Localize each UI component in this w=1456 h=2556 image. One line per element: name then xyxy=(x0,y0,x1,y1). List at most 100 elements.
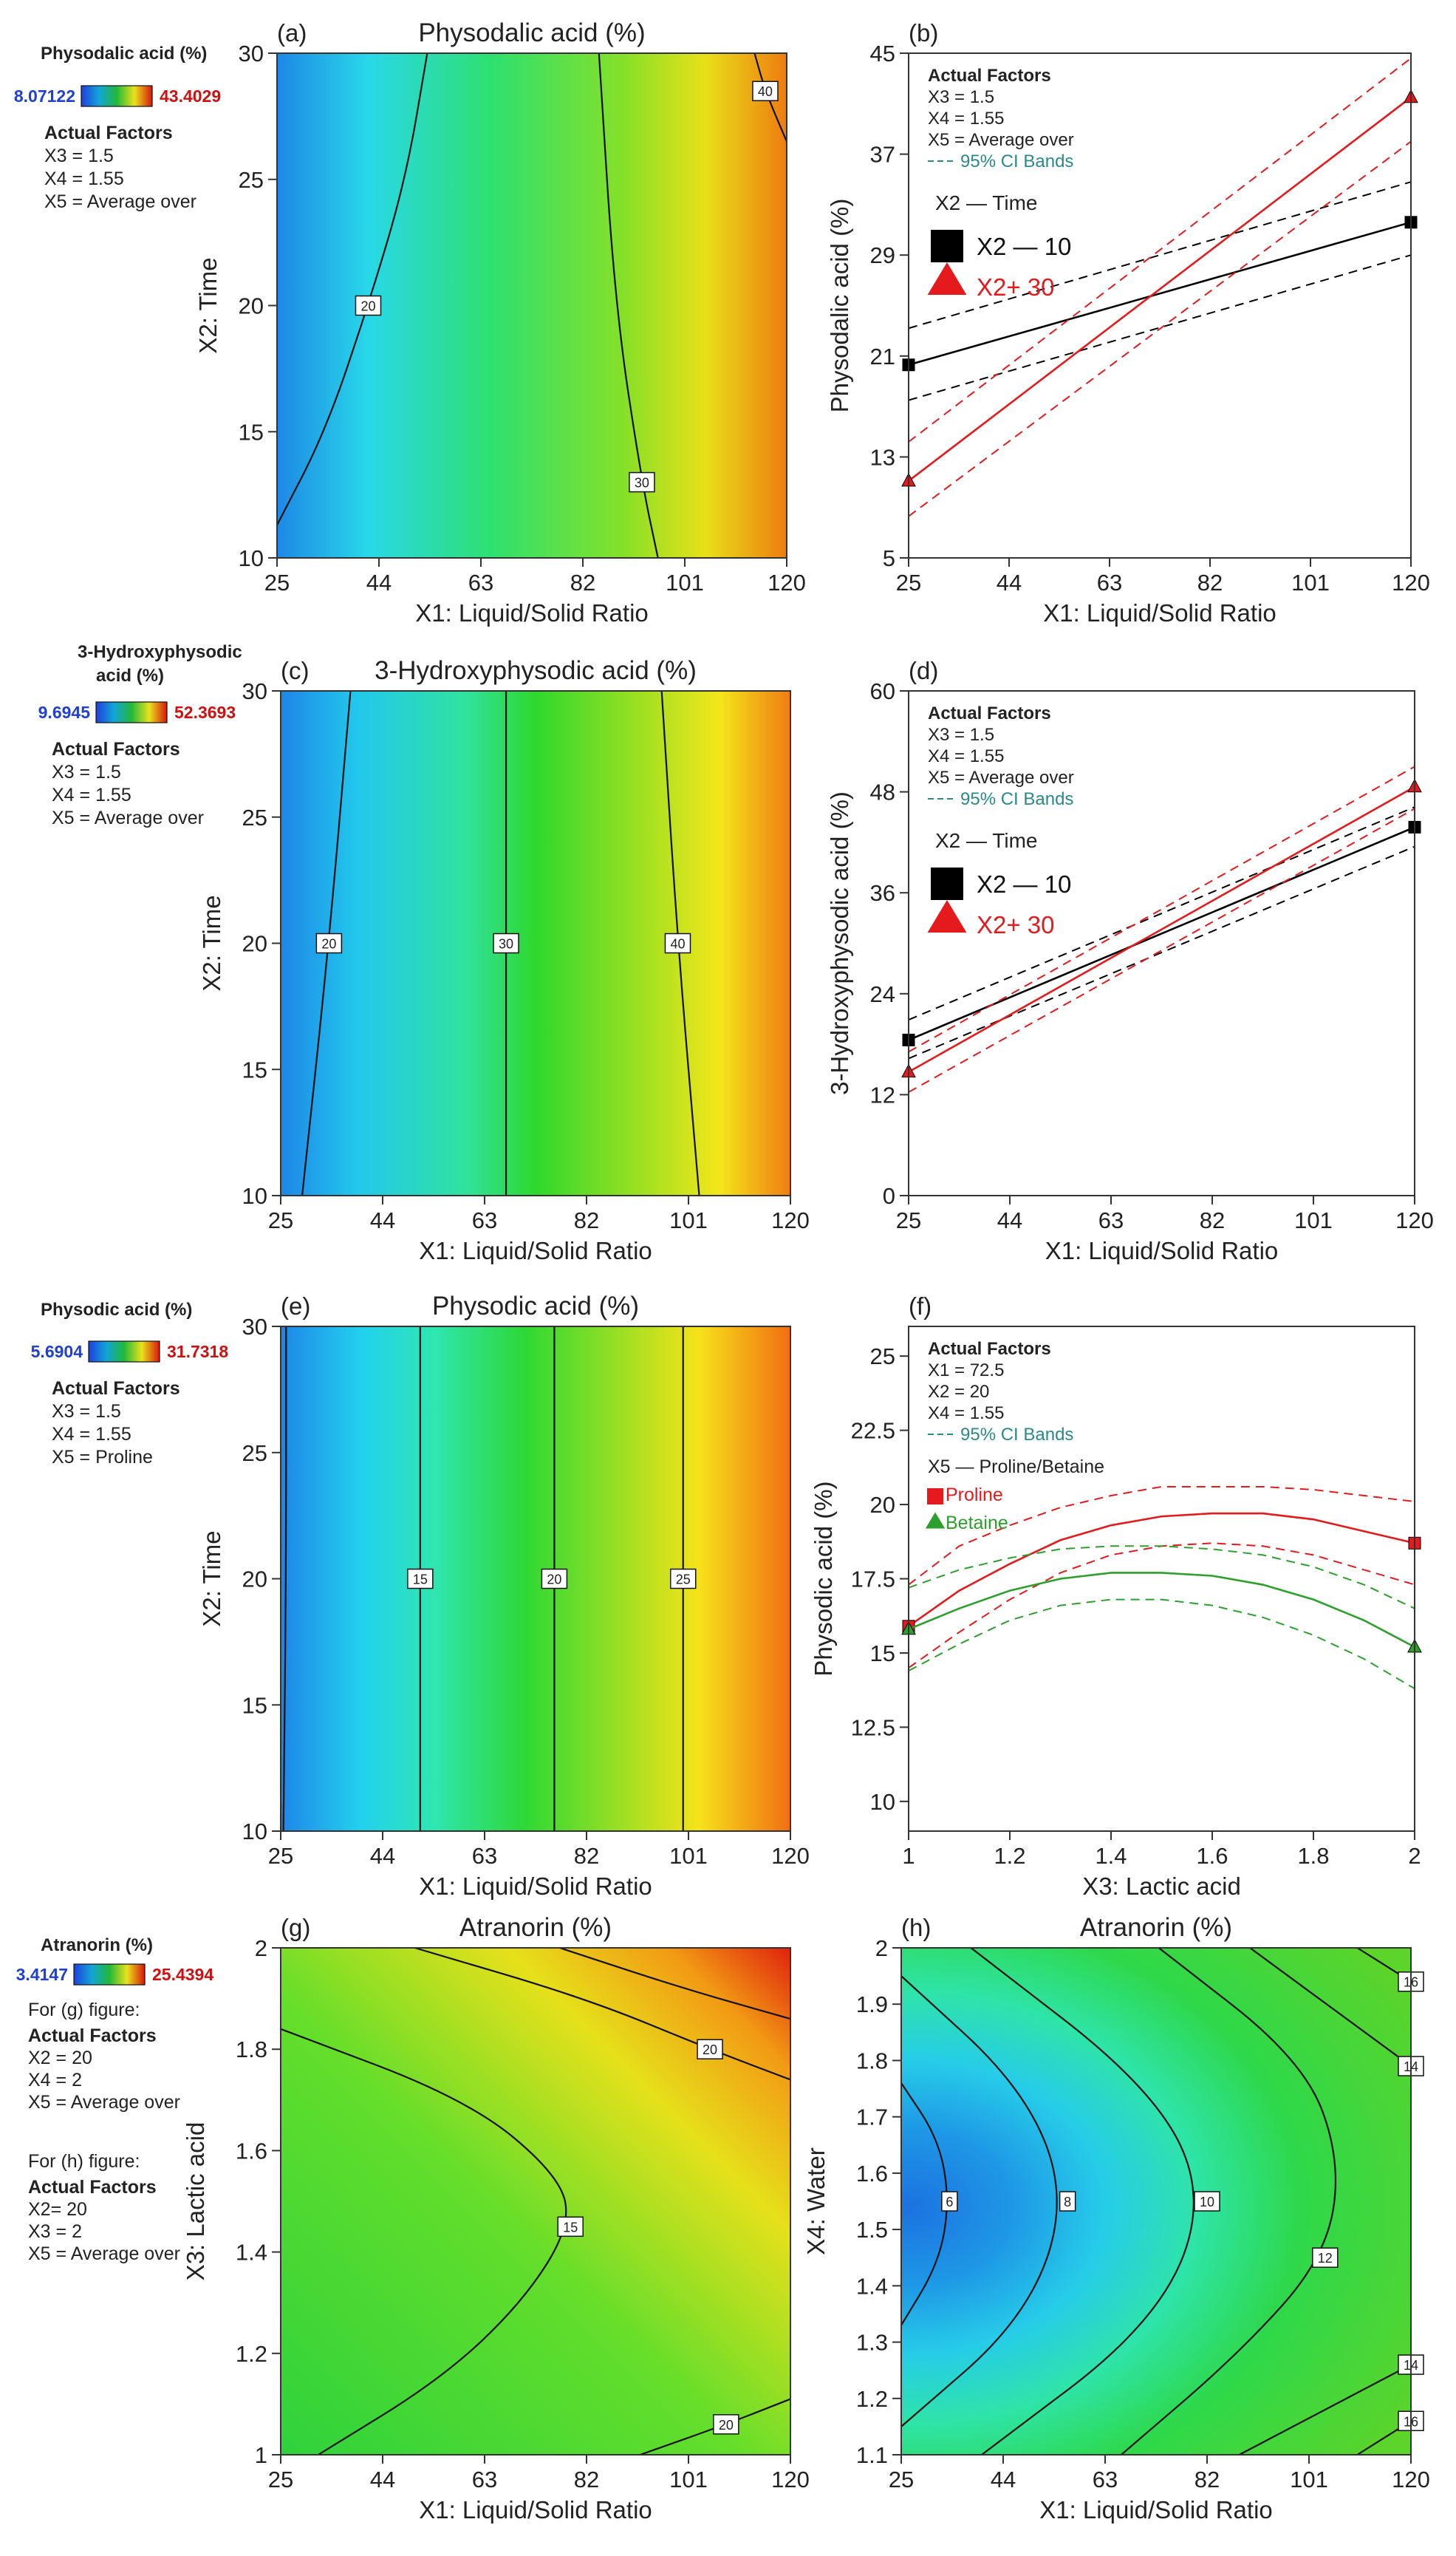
panel-g: 20 15 20 25 44 63 82 101 120 1 1.2 1.4 1.6 1.8 2 X1: Li… xyxy=(16,1913,810,2523)
factor-item: X5 = Average over xyxy=(928,130,1074,150)
colorbar-min: 9.6945 xyxy=(38,703,91,722)
factors-title: Actual Factors xyxy=(928,1339,1051,1359)
x-tick-label: 120 xyxy=(1395,1207,1434,1233)
y-tick-label: 48 xyxy=(870,780,895,805)
factor-item: X5 = Average over xyxy=(28,2243,180,2264)
x-tick-label: 1 xyxy=(902,1843,915,1869)
contour-label-box xyxy=(629,471,655,493)
contour-line xyxy=(900,1975,1058,2427)
x-tick-label: 82 xyxy=(570,570,595,596)
y-tick-label: 15 xyxy=(870,1640,895,1666)
panel-f: 1 1.2 1.4 1.6 1.8 2 10 12.5 15 17.5 20 22.5 25 X3: La… xyxy=(810,1292,1422,1900)
y-tick-label: 12.5 xyxy=(851,1714,895,1740)
y-tick-label: 2 xyxy=(255,1935,267,1961)
y-tick-label: 1.9 xyxy=(856,1991,888,2017)
contour-label-box xyxy=(713,2414,739,2435)
y-tick-label: 20 xyxy=(242,931,267,957)
y-tick-label: 20 xyxy=(242,1567,267,1592)
y-tick-label: 22.5 xyxy=(851,1418,895,1444)
contour-fill xyxy=(901,1948,1411,2455)
contour-label-box xyxy=(752,81,779,101)
series-line xyxy=(908,1512,1415,1627)
x-tick-label: 44 xyxy=(370,1843,395,1869)
y-axis-label: 3-Hydroxyphysodic acid (%) xyxy=(826,791,853,1095)
x-tick-label: 101 xyxy=(669,1843,708,1869)
y-tick-label: 10 xyxy=(242,1183,267,1209)
x-tick-label: 82 xyxy=(1200,1207,1225,1233)
series-line xyxy=(908,1572,1415,1649)
ci-band-upper xyxy=(908,1545,1415,1609)
panel-title: Physodalic acid (%) xyxy=(418,18,645,47)
contour-label: 20 xyxy=(360,299,375,314)
y-tick-label: 1.8 xyxy=(856,2048,888,2073)
panel-title: Atranorin (%) xyxy=(459,1913,612,1942)
x-tick-label: 44 xyxy=(370,2467,395,2492)
factors-title: Actual Factors xyxy=(928,66,1051,86)
legend-series-label: X2+ 30 xyxy=(977,273,1055,301)
y-tick-label: 45 xyxy=(870,41,895,67)
panel-c: 20 30 40 25 44 63 82 101 120 10 15 20 25 30 X1: Liquid… xyxy=(38,642,810,1264)
y-tick-label: 10 xyxy=(870,1789,895,1815)
y-tick-label: 25 xyxy=(870,1343,895,1369)
y-tick-label: 0 xyxy=(883,1183,895,1209)
factor-item: X5 = Average over xyxy=(44,191,196,212)
legend-triangle xyxy=(927,900,967,933)
x-tick-label: 120 xyxy=(771,1843,810,1869)
factor-item: X3 = 1.5 xyxy=(928,87,994,107)
x-tick-label: 25 xyxy=(896,1207,921,1233)
panel-tag: (e) xyxy=(281,1292,310,1320)
factors-title: Actual Factors xyxy=(52,1378,180,1399)
legend-series-label: Proline xyxy=(946,1485,1003,1505)
x-axis-label: X1: Liquid/Solid Ratio xyxy=(419,1237,652,1264)
x-tick-label: 44 xyxy=(997,1207,1022,1233)
colorbar-legend: Atranorin (%) 3.4147 25.4394 For (g) figure… xyxy=(16,1935,214,2264)
note-heading: For (h) figure: xyxy=(28,2151,140,2172)
x-tick-label: 63 xyxy=(472,1843,497,1869)
y-tick-label: 30 xyxy=(242,678,267,704)
y-tick-label: 30 xyxy=(239,41,264,67)
contour-label-box xyxy=(355,295,382,316)
x-tick-label: 44 xyxy=(991,2467,1016,2492)
y-tick-label: 20 xyxy=(870,1492,895,1518)
panel-title: Atranorin (%) xyxy=(1080,1913,1232,1942)
y-tick-label: 30 xyxy=(242,1314,267,1340)
x-tick-label: 1.4 xyxy=(1095,1843,1127,1869)
plot-frame xyxy=(908,690,1415,1196)
x-tick-label: 101 xyxy=(666,570,704,596)
y-axis-label: X2: Time xyxy=(198,895,225,991)
x-tick-label: 82 xyxy=(1194,2467,1220,2492)
y-tick-label: 20 xyxy=(239,293,264,319)
y-tick-label: 15 xyxy=(239,419,264,445)
panel-title: 3-Hydroxyphysodic acid (%) xyxy=(375,656,697,685)
x-axis-label: X1: Liquid/Solid Ratio xyxy=(415,599,649,627)
contour-label: 15 xyxy=(563,2220,578,2235)
y-axis-label: X2: Time xyxy=(194,257,222,353)
group-title: X5 — Proline/Betaine xyxy=(928,1456,1104,1477)
colorbar-title: Physodic acid (%) xyxy=(41,1300,192,1320)
contour-label: 30 xyxy=(499,937,513,952)
y-axis-label: X2: Time xyxy=(198,1530,225,1626)
ci-band-upper xyxy=(908,58,1412,443)
colorbar-gradient xyxy=(95,701,168,723)
y-tick-label: 25 xyxy=(242,805,267,831)
contour-label-box xyxy=(493,933,519,954)
ci-band-lower xyxy=(908,845,1415,1060)
ci-band-upper xyxy=(908,766,1415,1053)
factor-item: X2 = 20 xyxy=(28,2048,92,2068)
x-tick-label: 63 xyxy=(472,2467,497,2492)
y-tick-label: 60 xyxy=(870,678,895,704)
factors-title: Actual Factors xyxy=(928,703,1051,723)
ci-band-lower xyxy=(908,808,1415,1093)
colorbar-max: 43.4029 xyxy=(160,86,221,106)
colorbar-max: 52.3693 xyxy=(174,703,236,722)
panel-a: 20 30 40 25 44 63 82 101 120 10 15 20 25 30 X1: Liquid… xyxy=(14,18,806,627)
panel-tag: (d) xyxy=(909,657,938,684)
ci-legend-label: 95% CI Bands xyxy=(960,151,1073,171)
colorbar-max: 25.4394 xyxy=(152,1965,213,1984)
x-tick-label: 44 xyxy=(997,570,1022,596)
y-tick-label: 10 xyxy=(239,545,264,571)
series-line xyxy=(908,96,1412,482)
factor-item: X3 = 1.5 xyxy=(928,725,994,745)
